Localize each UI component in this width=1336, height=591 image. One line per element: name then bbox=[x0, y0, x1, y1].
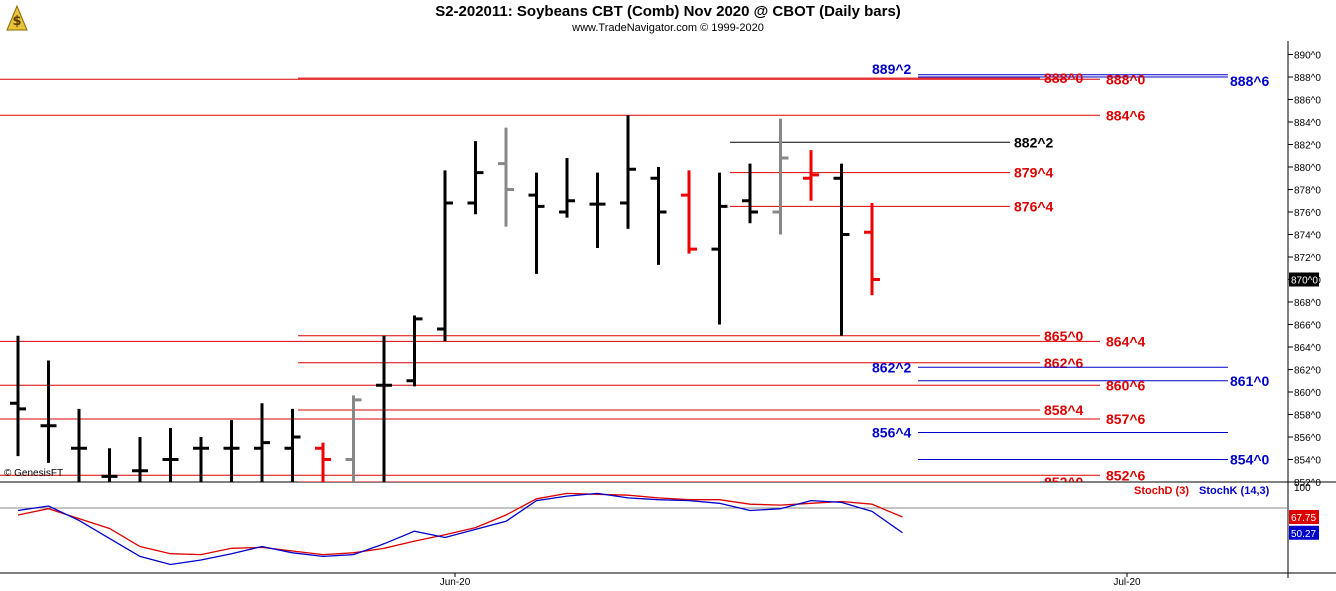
price-tick-label: 884^0 bbox=[1294, 118, 1321, 129]
current-price-marker bbox=[1289, 272, 1319, 287]
chart-subtitle: www.TradeNavigator.com © 1999-2020 bbox=[572, 22, 764, 34]
stoch-legend-label: StochK (14,3) bbox=[1199, 485, 1270, 497]
price-tick-label: 890^0 bbox=[1294, 51, 1321, 62]
price-tick-label: 876^0 bbox=[1294, 208, 1321, 219]
level-label: 852^6 bbox=[1106, 467, 1146, 483]
level-label: 861^0 bbox=[1230, 373, 1270, 389]
price-tick-label: 866^0 bbox=[1294, 321, 1321, 332]
level-label: 862^2 bbox=[872, 359, 912, 375]
stoch-series-line bbox=[17, 492, 903, 556]
price-bars bbox=[10, 115, 880, 482]
time-tick-label: Jun-20 bbox=[440, 577, 471, 588]
stoch-series-line bbox=[17, 492, 903, 566]
dollar-sign-logo-icon: $ bbox=[4, 3, 30, 33]
price-tick-label: 854^0 bbox=[1294, 456, 1321, 467]
level-label: 879^4 bbox=[1014, 165, 1054, 181]
stoch-current-marker bbox=[1289, 525, 1319, 540]
level-label: 862^6 bbox=[1044, 355, 1084, 371]
price-tick-label: 880^0 bbox=[1294, 163, 1321, 174]
time-axis: Jun-20 Jul-20 bbox=[440, 573, 1141, 588]
price-tick-label: 852^0 bbox=[1294, 478, 1321, 489]
level-label: 854^0 bbox=[1230, 452, 1270, 468]
level-label: 876^4 bbox=[1014, 198, 1054, 214]
stoch-current-label: 50.27 bbox=[1291, 529, 1316, 540]
price-tick-label: 868^0 bbox=[1294, 298, 1321, 309]
price-tick-label: 856^0 bbox=[1294, 433, 1321, 444]
level-label: 888^6 bbox=[1230, 73, 1270, 89]
stoch-tick-label: 100 bbox=[1294, 483, 1311, 494]
price-axis: 852^0 854^0 856^0 858^0 860^0 862^0 864^0 866^0… bbox=[1288, 51, 1321, 489]
price-tick-label: 872^0 bbox=[1294, 253, 1321, 264]
level-label: 860^6 bbox=[1106, 377, 1146, 393]
price-tick-label: 874^0 bbox=[1294, 231, 1321, 242]
level-label: 865^0 bbox=[1044, 328, 1084, 344]
price-tick-label: 864^0 bbox=[1294, 343, 1321, 354]
level-label: 858^4 bbox=[1044, 402, 1084, 418]
level-label: 888^0 bbox=[1106, 71, 1146, 87]
level-label: 856^4 bbox=[872, 425, 912, 441]
level-label: 882^2 bbox=[1014, 134, 1054, 150]
level-label: 857^6 bbox=[1106, 411, 1146, 427]
chart-header: S2-202011: Soybeans CBT (Comb) Nov 2020 … bbox=[0, 0, 1336, 36]
price-tick-label: 888^0 bbox=[1294, 73, 1321, 84]
price-tick-label: 858^0 bbox=[1294, 411, 1321, 422]
level-label: 889^2 bbox=[872, 61, 912, 77]
stoch-current-marker bbox=[1289, 510, 1319, 525]
level-label: 884^6 bbox=[1106, 107, 1146, 123]
price-tick-label: 878^0 bbox=[1294, 186, 1321, 197]
level-label: 852^0 bbox=[1044, 474, 1084, 490]
stoch-legend-label: StochD (3) bbox=[1134, 485, 1189, 497]
stoch-current-label: 67.75 bbox=[1291, 513, 1316, 524]
price-tick-label: 886^0 bbox=[1294, 96, 1321, 107]
chart-title: S2-202011: Soybeans CBT (Comb) Nov 2020 … bbox=[435, 3, 901, 20]
level-label: 864^4 bbox=[1106, 333, 1146, 349]
level-label: 888^0 bbox=[1044, 70, 1084, 86]
time-tick-label: Jul-20 bbox=[1113, 577, 1141, 588]
genesis-watermark: © GenesisFT bbox=[4, 468, 64, 479]
stochastic-panel: 100 StochD (3) 67.75 StochK (14,3) 50.27 bbox=[17, 483, 1319, 566]
price-tick-label: 862^0 bbox=[1294, 366, 1321, 377]
price-tick-label: 882^0 bbox=[1294, 141, 1321, 152]
current-price-label: 870^0 bbox=[1291, 276, 1318, 287]
level-lines: 889^2 888^6 888^0 888^0 884^6 882^2 879^4 876^4… bbox=[0, 61, 1270, 490]
svg-text:$: $ bbox=[12, 14, 21, 29]
price-tick-label: 860^0 bbox=[1294, 388, 1321, 399]
